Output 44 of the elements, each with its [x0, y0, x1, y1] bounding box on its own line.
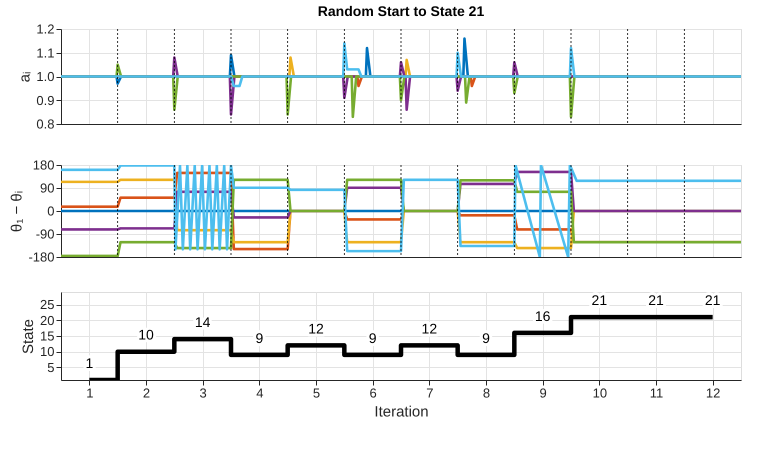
- x-tick-label: 9: [540, 386, 547, 400]
- y-tick-label: 20: [40, 312, 54, 328]
- data-label: 10: [138, 326, 154, 343]
- y-axis-title: aᵢ: [16, 72, 34, 82]
- y-tick-label: 1.2: [36, 22, 54, 36]
- chart-title: Random Start to State 21: [318, 3, 484, 19]
- y-tick-label: 0.8: [36, 116, 54, 132]
- y-tick-label: 10: [40, 344, 54, 360]
- data-label: 14: [194, 314, 211, 330]
- y-axis-title: θ₁ − θᵢ: [8, 190, 26, 232]
- data-label: 12: [422, 320, 438, 336]
- x-tick-label: 7: [426, 386, 434, 400]
- x-tick-label: 12: [706, 386, 720, 400]
- x-tick-label: 6: [370, 386, 377, 400]
- x-tick-label: 1: [86, 386, 94, 400]
- y-tick-label: 25: [40, 297, 54, 312]
- y-tick-label: 1.1: [36, 45, 54, 60]
- x-tick-label: 2: [142, 386, 150, 400]
- data-label: 9: [255, 330, 264, 346]
- data-label: 9: [482, 330, 490, 346]
- x-tick-label: 3: [200, 386, 207, 400]
- y-tick-label: -90: [36, 226, 54, 242]
- x-tick-label: 5: [312, 386, 320, 400]
- data-label: 16: [534, 308, 551, 324]
- x-axis-title: Iteration: [374, 404, 429, 420]
- data-label: 12: [308, 320, 324, 336]
- y-tick-label: 180: [32, 158, 54, 172]
- x-tick-label: 11: [650, 386, 664, 400]
- data-label: 21: [592, 292, 608, 308]
- data-label: 9: [368, 330, 377, 346]
- data-label: 21: [648, 292, 664, 308]
- data-label: 21: [704, 292, 721, 308]
- y-tick-label: 5: [47, 360, 54, 375]
- y-tick-label: 90: [40, 180, 54, 196]
- y-tick-label: 0.9: [36, 92, 54, 108]
- y-axis-title: State: [20, 318, 38, 354]
- x-tick-label: 4: [256, 386, 264, 400]
- x-tick-label: 10: [592, 386, 608, 400]
- data-label: 1: [85, 355, 94, 371]
- y-tick-label: 15: [40, 328, 54, 344]
- y-tick-label: 1.0: [36, 69, 54, 84]
- y-tick-label: -180: [28, 250, 54, 264]
- x-tick-label: 8: [482, 386, 490, 400]
- y-tick-label: 0: [47, 204, 54, 218]
